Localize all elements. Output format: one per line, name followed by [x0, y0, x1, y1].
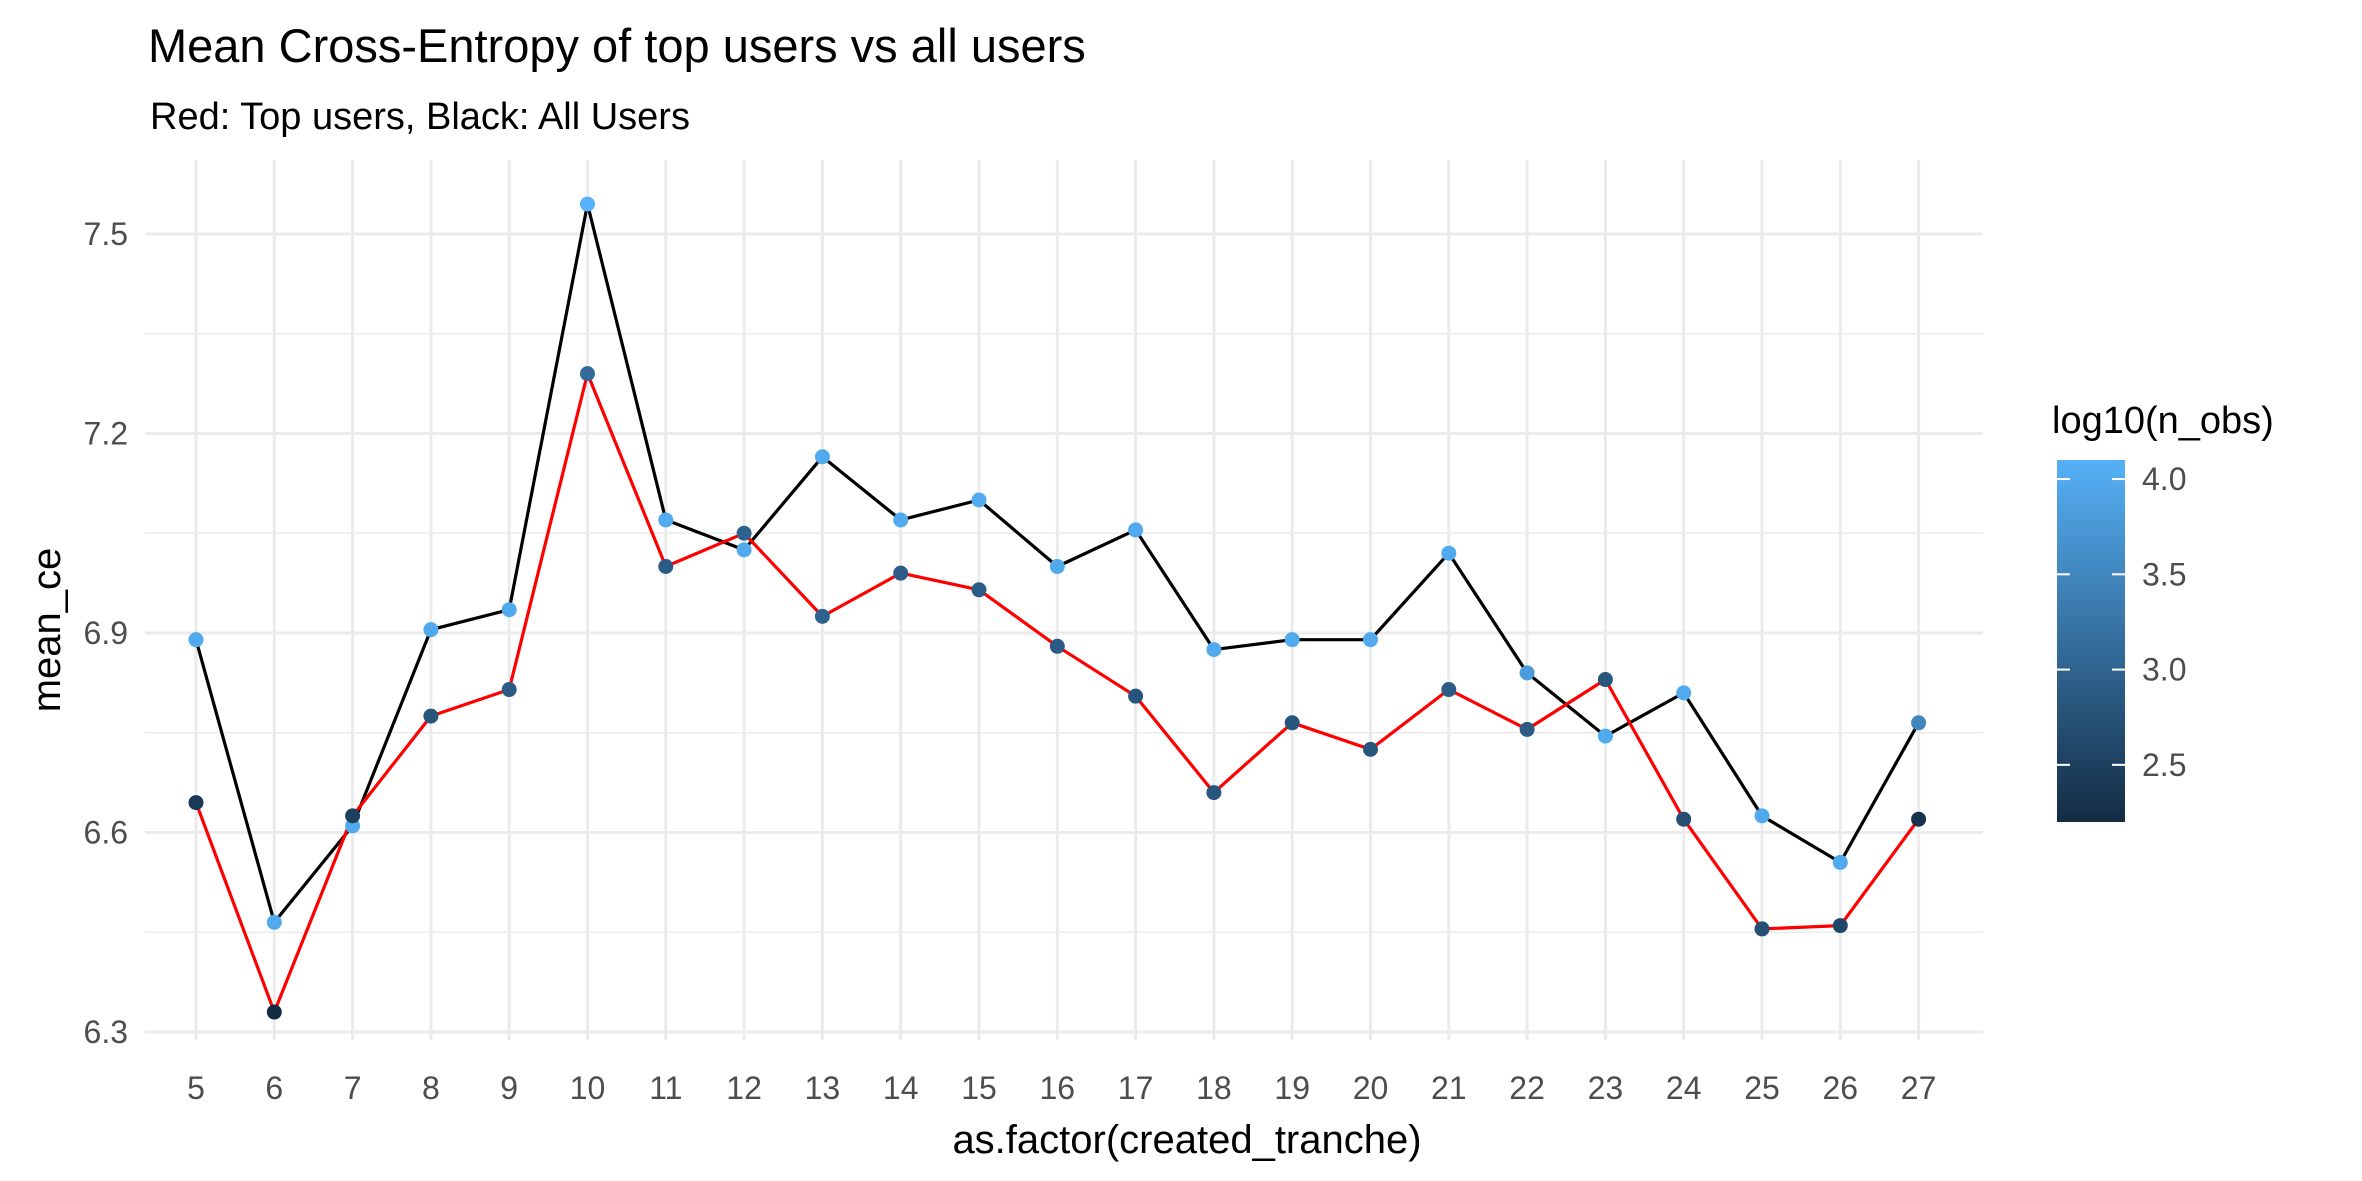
x-tick-label: 18: [1196, 1070, 1232, 1106]
all-users-point: [1206, 642, 1222, 658]
x-axis-title: as.factor(created_tranche): [952, 1118, 1421, 1162]
top-users-point: [893, 565, 909, 581]
x-tick-label: 9: [500, 1070, 518, 1106]
top-users-point: [1441, 682, 1457, 698]
top-users-point: [1206, 785, 1222, 801]
grid: [145, 160, 1983, 1040]
x-tick-label: 14: [883, 1070, 919, 1106]
top-users-point: [1519, 721, 1535, 737]
top-users-point: [1128, 688, 1144, 704]
x-tick-label: 13: [805, 1070, 841, 1106]
y-tick-label: 7.2: [84, 416, 128, 452]
y-axis-ticks: 6.3 6.6 6.9 7.2 7.5: [84, 216, 128, 1050]
x-tick-label: 12: [726, 1070, 762, 1106]
top-users-point: [1284, 715, 1300, 731]
x-tick-label: 7: [344, 1070, 362, 1106]
all-users-point: [266, 914, 282, 930]
x-tick-label: 21: [1431, 1070, 1467, 1106]
top-users-point: [1911, 811, 1927, 827]
legend: log10(n_obs) 2.5 3.0 3.5 4.0: [2052, 400, 2274, 822]
all-users-point: [1676, 685, 1692, 701]
x-tick-label: 5: [187, 1070, 205, 1106]
y-tick-label: 7.5: [84, 216, 128, 252]
all-users-point: [1441, 545, 1457, 561]
x-tick-label: 17: [1118, 1070, 1154, 1106]
legend-tick-label: 3.0: [2142, 652, 2186, 688]
top-users-point: [736, 525, 752, 541]
x-tick-label: 11: [649, 1070, 682, 1106]
top-users-point: [188, 795, 204, 811]
x-tick-label: 6: [265, 1070, 283, 1106]
x-tick-label: 10: [570, 1070, 606, 1106]
all-users-point: [501, 602, 517, 618]
top-users-point: [580, 366, 595, 382]
all-users-point: [1049, 559, 1065, 574]
chart-subtitle: Red: Top users, Black: All Users: [150, 96, 690, 138]
all-users-point: [1519, 665, 1535, 681]
all-users-point: [1363, 632, 1378, 648]
all-users-point: [1284, 632, 1300, 648]
x-tick-label: 19: [1274, 1070, 1310, 1106]
x-tick-label: 25: [1744, 1070, 1780, 1106]
legend-tick-label: 3.5: [2142, 556, 2186, 592]
top-users-point: [1676, 811, 1692, 827]
top-users-point: [658, 559, 674, 574]
top-users-point: [1597, 672, 1613, 688]
top-users-point: [1363, 741, 1378, 757]
colorbar: [2057, 460, 2125, 822]
top-users-point: [814, 608, 830, 624]
x-tick-label: 8: [422, 1070, 440, 1106]
all-users-point: [1597, 728, 1613, 744]
all-users-point: [658, 512, 674, 528]
y-tick-label: 6.3: [84, 1014, 128, 1050]
all-users-point: [1832, 854, 1848, 870]
x-tick-label: 24: [1666, 1070, 1702, 1106]
y-tick-label: 6.9: [84, 615, 128, 651]
legend-title: log10(n_obs): [2052, 400, 2274, 442]
top-users-point: [1832, 918, 1848, 934]
all-users-point: [1911, 715, 1927, 731]
top-users-point: [1049, 638, 1065, 654]
all-users-point: [188, 632, 204, 648]
top-users-point: [423, 708, 439, 724]
x-tick-label: 15: [961, 1070, 997, 1106]
legend-ticks: 2.5 3.0 3.5 4.0: [2057, 461, 2186, 783]
x-tick-label: 22: [1509, 1070, 1545, 1106]
all-users-point: [971, 492, 987, 508]
all-users-point: [736, 542, 752, 558]
all-users-point: [423, 622, 439, 638]
y-tick-label: 6.6: [84, 815, 128, 851]
chart-title: Mean Cross-Entropy of top users vs all u…: [148, 19, 1086, 72]
x-tick-label: 27: [1901, 1070, 1937, 1106]
top-users-point: [266, 1004, 282, 1020]
x-axis-ticks: 5 6 7 8 9 10 11 12 13 14 15 16 17 18 19 20 21 22 23 24 25 26 2…: [187, 1070, 1936, 1106]
top-users-point: [971, 582, 987, 598]
legend-tick-label: 2.5: [2142, 747, 2186, 783]
x-tick-label: 26: [1823, 1070, 1859, 1106]
top-users-point: [501, 682, 517, 698]
y-axis-title: mean_ce: [25, 548, 69, 713]
all-users-point: [1128, 522, 1144, 538]
series-points: [188, 196, 1927, 1020]
legend-tick-label: 4.0: [2142, 461, 2186, 497]
all-users-point: [1754, 808, 1770, 824]
x-tick-label: 16: [1040, 1070, 1076, 1106]
all-users-point: [893, 512, 909, 528]
all-users-point: [814, 449, 830, 465]
top-users-point: [1754, 921, 1770, 937]
x-tick-label: 20: [1353, 1070, 1389, 1106]
x-tick-label: 23: [1588, 1070, 1624, 1106]
all-users-point: [580, 196, 595, 212]
top-users-point: [345, 808, 361, 824]
